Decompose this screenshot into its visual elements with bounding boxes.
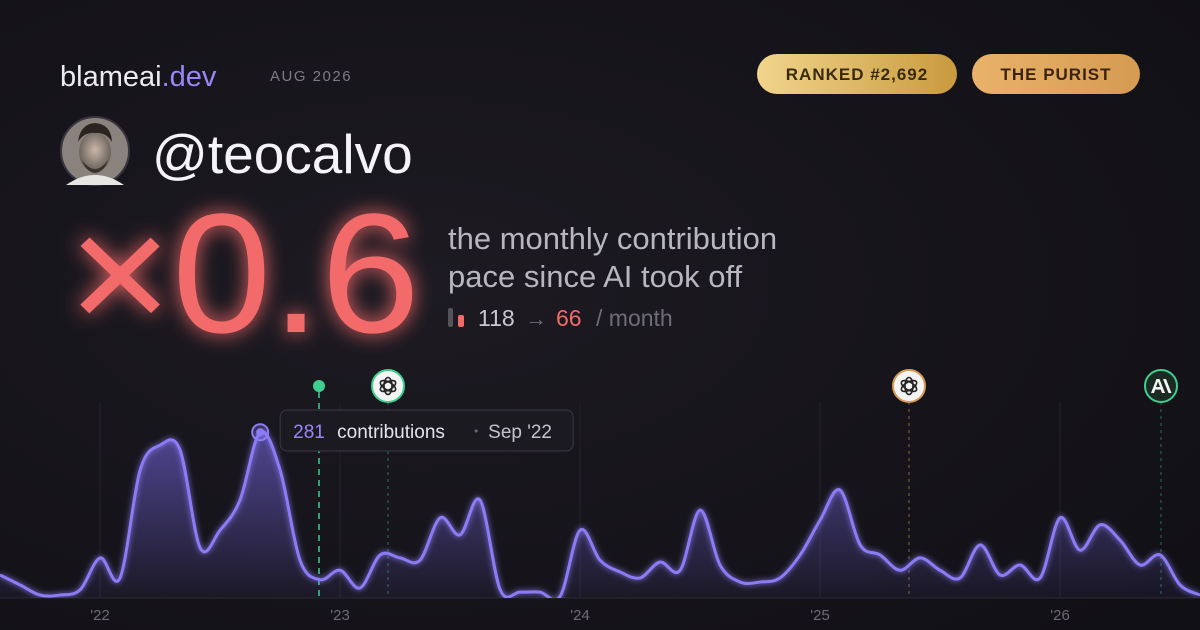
brand-name: blameai: [60, 61, 162, 93]
tooltip-unit: contributions: [337, 422, 445, 443]
area: [0, 431, 1200, 598]
x-tick-label: '23: [330, 607, 350, 624]
x-tick-label: '26: [1050, 607, 1070, 624]
pace-unit: / month: [596, 305, 673, 331]
description-line: pace since AI took off: [448, 259, 743, 294]
badge: [972, 54, 1140, 94]
avatar: [60, 116, 130, 186]
x-tick-label: '24: [570, 607, 590, 624]
pace-before: 118: [478, 305, 515, 331]
plot: [0, 430, 1200, 598]
period: AUG 2026: [270, 68, 352, 85]
highlight-core: [256, 428, 265, 437]
multiplier: ×0.6: [68, 179, 420, 369]
badge: [757, 54, 957, 94]
badge-text: THE PURIST: [1000, 65, 1111, 84]
pace-arrow: →: [525, 306, 547, 331]
event-icon: [892, 369, 926, 403]
brand-tld: .dev: [162, 61, 217, 93]
tooltip-date: Sep '22: [488, 422, 552, 443]
x-tick-label: '25: [810, 607, 830, 624]
badge-text: RANKED #2,692: [786, 65, 928, 84]
tooltip-separator: [474, 429, 478, 433]
pace-icon: [448, 308, 464, 327]
x-tick-label: '22: [90, 607, 110, 624]
event-dot: [313, 380, 325, 392]
brand: blameai.dev: [60, 61, 217, 93]
overlay: 281 contributions Sep '22: [251, 409, 574, 452]
tooltip: [279, 409, 574, 452]
tooltip-value: 281: [293, 422, 325, 443]
description-line: the monthly contribution: [448, 221, 777, 256]
event-markers: [313, 369, 1178, 598]
pace-after: 66: [556, 305, 582, 331]
handle: @teocalvo: [152, 123, 413, 185]
event-icon: [371, 369, 405, 403]
event-icon: [1144, 369, 1178, 403]
line: [0, 430, 1200, 598]
